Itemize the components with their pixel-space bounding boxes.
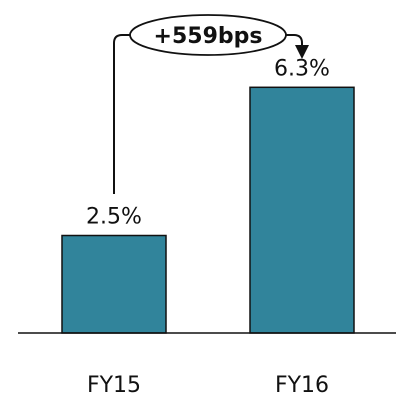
data-label-fy15: 2.5%	[86, 205, 142, 230]
category-labels: FY15 FY16	[87, 373, 329, 398]
bars-layer	[61, 86, 355, 334]
annotation-bubble	[129, 14, 287, 56]
arrow-down-icon	[295, 45, 309, 59]
data-label-fy16: 6.3%	[274, 56, 330, 81]
change-annotation: +559bps	[113, 14, 309, 194]
bar-fy16	[249, 86, 355, 334]
annotation-text: +559bps	[154, 24, 263, 49]
bar-fy15	[61, 234, 167, 334]
tick-label-fy15: FY15	[87, 373, 141, 398]
tick-label-fy16: FY16	[275, 373, 329, 398]
data-labels: 2.5% 6.3%	[86, 56, 330, 229]
